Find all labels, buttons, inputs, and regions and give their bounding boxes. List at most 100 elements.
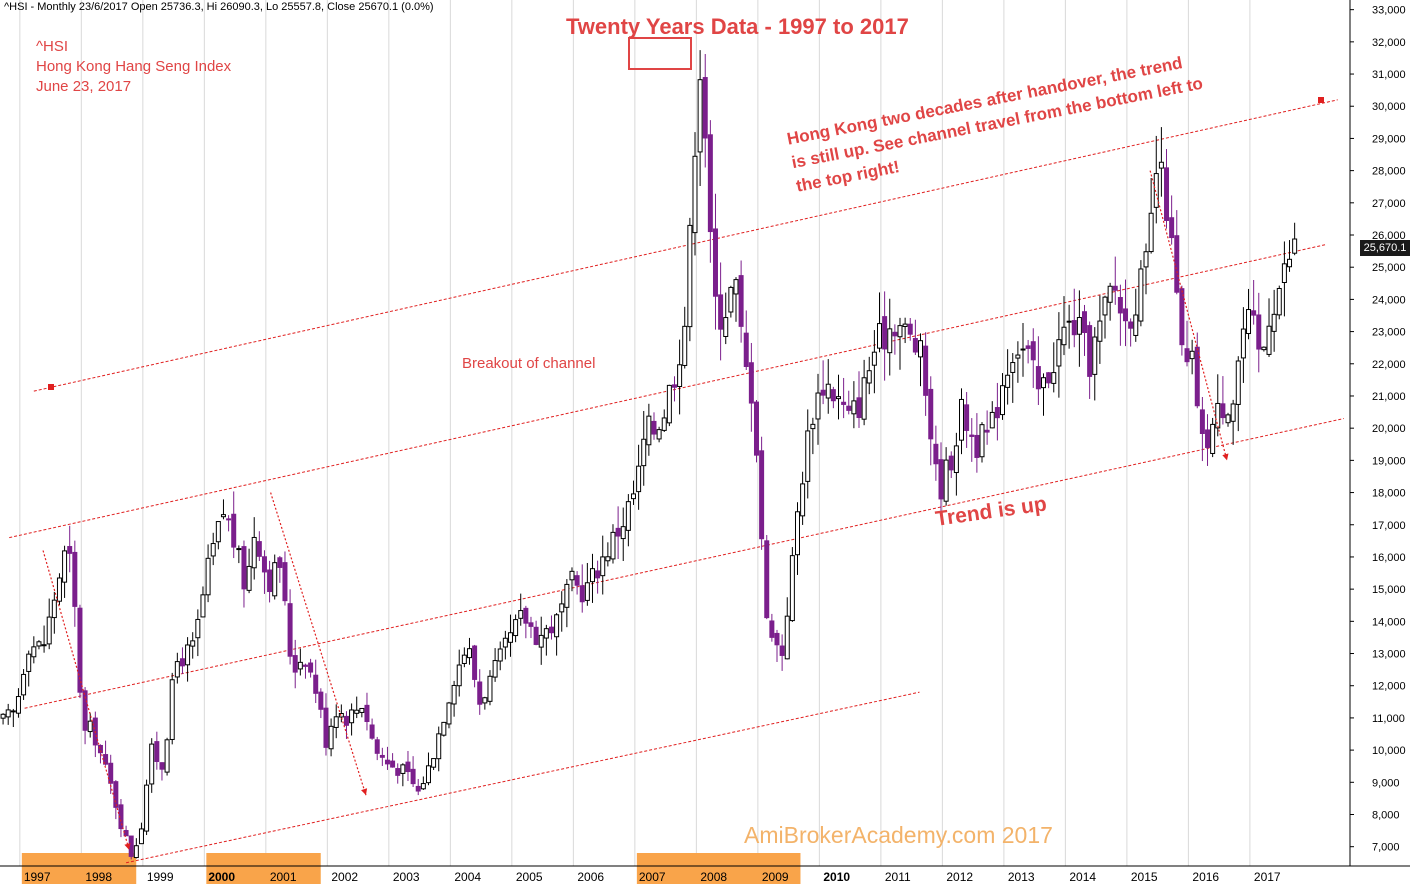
candle-body xyxy=(1061,326,1067,346)
candle-body xyxy=(1148,212,1154,253)
channel-lines xyxy=(9,99,1344,864)
candle-body xyxy=(51,599,57,619)
arrow-head xyxy=(361,788,368,796)
candle-body xyxy=(682,325,688,366)
y-tick-label: 25,000 xyxy=(1372,262,1406,274)
candle-body xyxy=(1240,328,1246,359)
candle-body xyxy=(390,760,396,768)
candle-body xyxy=(800,483,806,517)
candle-body xyxy=(1189,350,1195,360)
candle-body xyxy=(830,389,836,402)
y-tick-label: 23,000 xyxy=(1372,327,1406,339)
candle-body xyxy=(62,550,68,583)
candle-body xyxy=(959,398,965,441)
x-tick-label: 2003 xyxy=(393,870,420,884)
candle-body xyxy=(507,632,513,643)
candle-body xyxy=(1097,320,1103,342)
y-tick-label: 17,000 xyxy=(1372,520,1406,532)
candle-body xyxy=(369,724,375,739)
candle-body xyxy=(1025,345,1031,349)
candle-body xyxy=(718,294,724,330)
candle-body xyxy=(841,401,847,405)
candle-body xyxy=(384,759,390,765)
candle-body xyxy=(1179,288,1185,346)
x-tick-label: 2006 xyxy=(577,870,604,884)
candle-body xyxy=(554,614,560,638)
x-tick-label: 2014 xyxy=(1069,870,1096,884)
candle-body xyxy=(236,548,242,551)
candle-body xyxy=(723,317,729,337)
y-tick-label: 32,000 xyxy=(1372,37,1406,49)
candle-body xyxy=(825,383,831,399)
candle-body xyxy=(871,351,877,366)
candle-body xyxy=(144,784,150,832)
x-tick-label: 2001 xyxy=(270,870,297,884)
candle-body xyxy=(759,450,765,540)
chart-title: Twenty Years Data - 1997 to 2017 xyxy=(566,14,909,39)
watermark: AmiBrokerAcademy.com 2017 xyxy=(744,822,1053,848)
candle-body xyxy=(441,721,447,736)
candle-body xyxy=(518,610,524,619)
candle-body xyxy=(113,781,119,808)
y-tick-label: 22,000 xyxy=(1372,359,1406,371)
candle-body xyxy=(687,224,693,328)
candle-body xyxy=(1210,423,1216,454)
candle-body xyxy=(164,739,170,773)
candle-body xyxy=(190,640,196,647)
candle-body xyxy=(169,679,175,740)
candle-body xyxy=(1287,258,1293,268)
down-arrows xyxy=(42,170,1229,851)
candle-body xyxy=(620,526,626,540)
candle-body xyxy=(318,691,324,710)
candle-body xyxy=(472,645,478,680)
candle-body xyxy=(543,628,549,639)
candle-body xyxy=(343,715,349,726)
candle-body xyxy=(420,783,426,790)
candle-body xyxy=(395,768,401,776)
candle-body xyxy=(482,697,488,704)
candle-body xyxy=(856,397,862,419)
candle-body xyxy=(1271,313,1277,332)
candle-body xyxy=(1153,173,1159,208)
candle-body xyxy=(938,459,944,500)
candle-body xyxy=(815,392,821,420)
candle-body xyxy=(72,551,78,607)
candle-body xyxy=(1000,385,1006,416)
candle-body xyxy=(1133,314,1139,336)
candle-body xyxy=(487,675,493,702)
candle-body xyxy=(1020,348,1026,351)
candle-body xyxy=(656,429,662,440)
candle-body xyxy=(666,384,672,424)
candle-body xyxy=(912,338,918,353)
x-tick-label: 2016 xyxy=(1192,870,1219,884)
candle-body xyxy=(431,758,437,768)
candle-body xyxy=(969,434,975,437)
x-tick-label: 1999 xyxy=(147,870,174,884)
candle-body xyxy=(943,459,949,502)
candle-body xyxy=(702,77,708,139)
candle-body xyxy=(1138,268,1144,322)
x-tick-label: 1997 xyxy=(24,870,51,884)
candle-body xyxy=(108,762,114,784)
y-tick-label: 19,000 xyxy=(1372,455,1406,467)
y-tick-label: 18,000 xyxy=(1372,488,1406,500)
candle-body xyxy=(589,568,595,583)
candle-body xyxy=(523,607,529,624)
y-tick-label: 15,000 xyxy=(1372,584,1406,596)
candle-body xyxy=(1051,372,1057,384)
candle-body xyxy=(149,743,155,785)
x-tick-label: 2004 xyxy=(454,870,481,884)
candle-body xyxy=(118,804,124,830)
candle-body xyxy=(185,644,191,666)
candle-body xyxy=(989,411,995,429)
candle-body xyxy=(138,828,144,845)
y-tick-label: 11,000 xyxy=(1372,713,1405,725)
candle-body xyxy=(882,316,888,350)
candle-body xyxy=(77,607,83,693)
candle-body xyxy=(1030,341,1036,361)
candle-body xyxy=(308,662,314,673)
candle-body xyxy=(738,275,744,327)
candle-body xyxy=(918,340,924,358)
candle-body xyxy=(36,641,42,647)
candle-body xyxy=(492,660,498,678)
